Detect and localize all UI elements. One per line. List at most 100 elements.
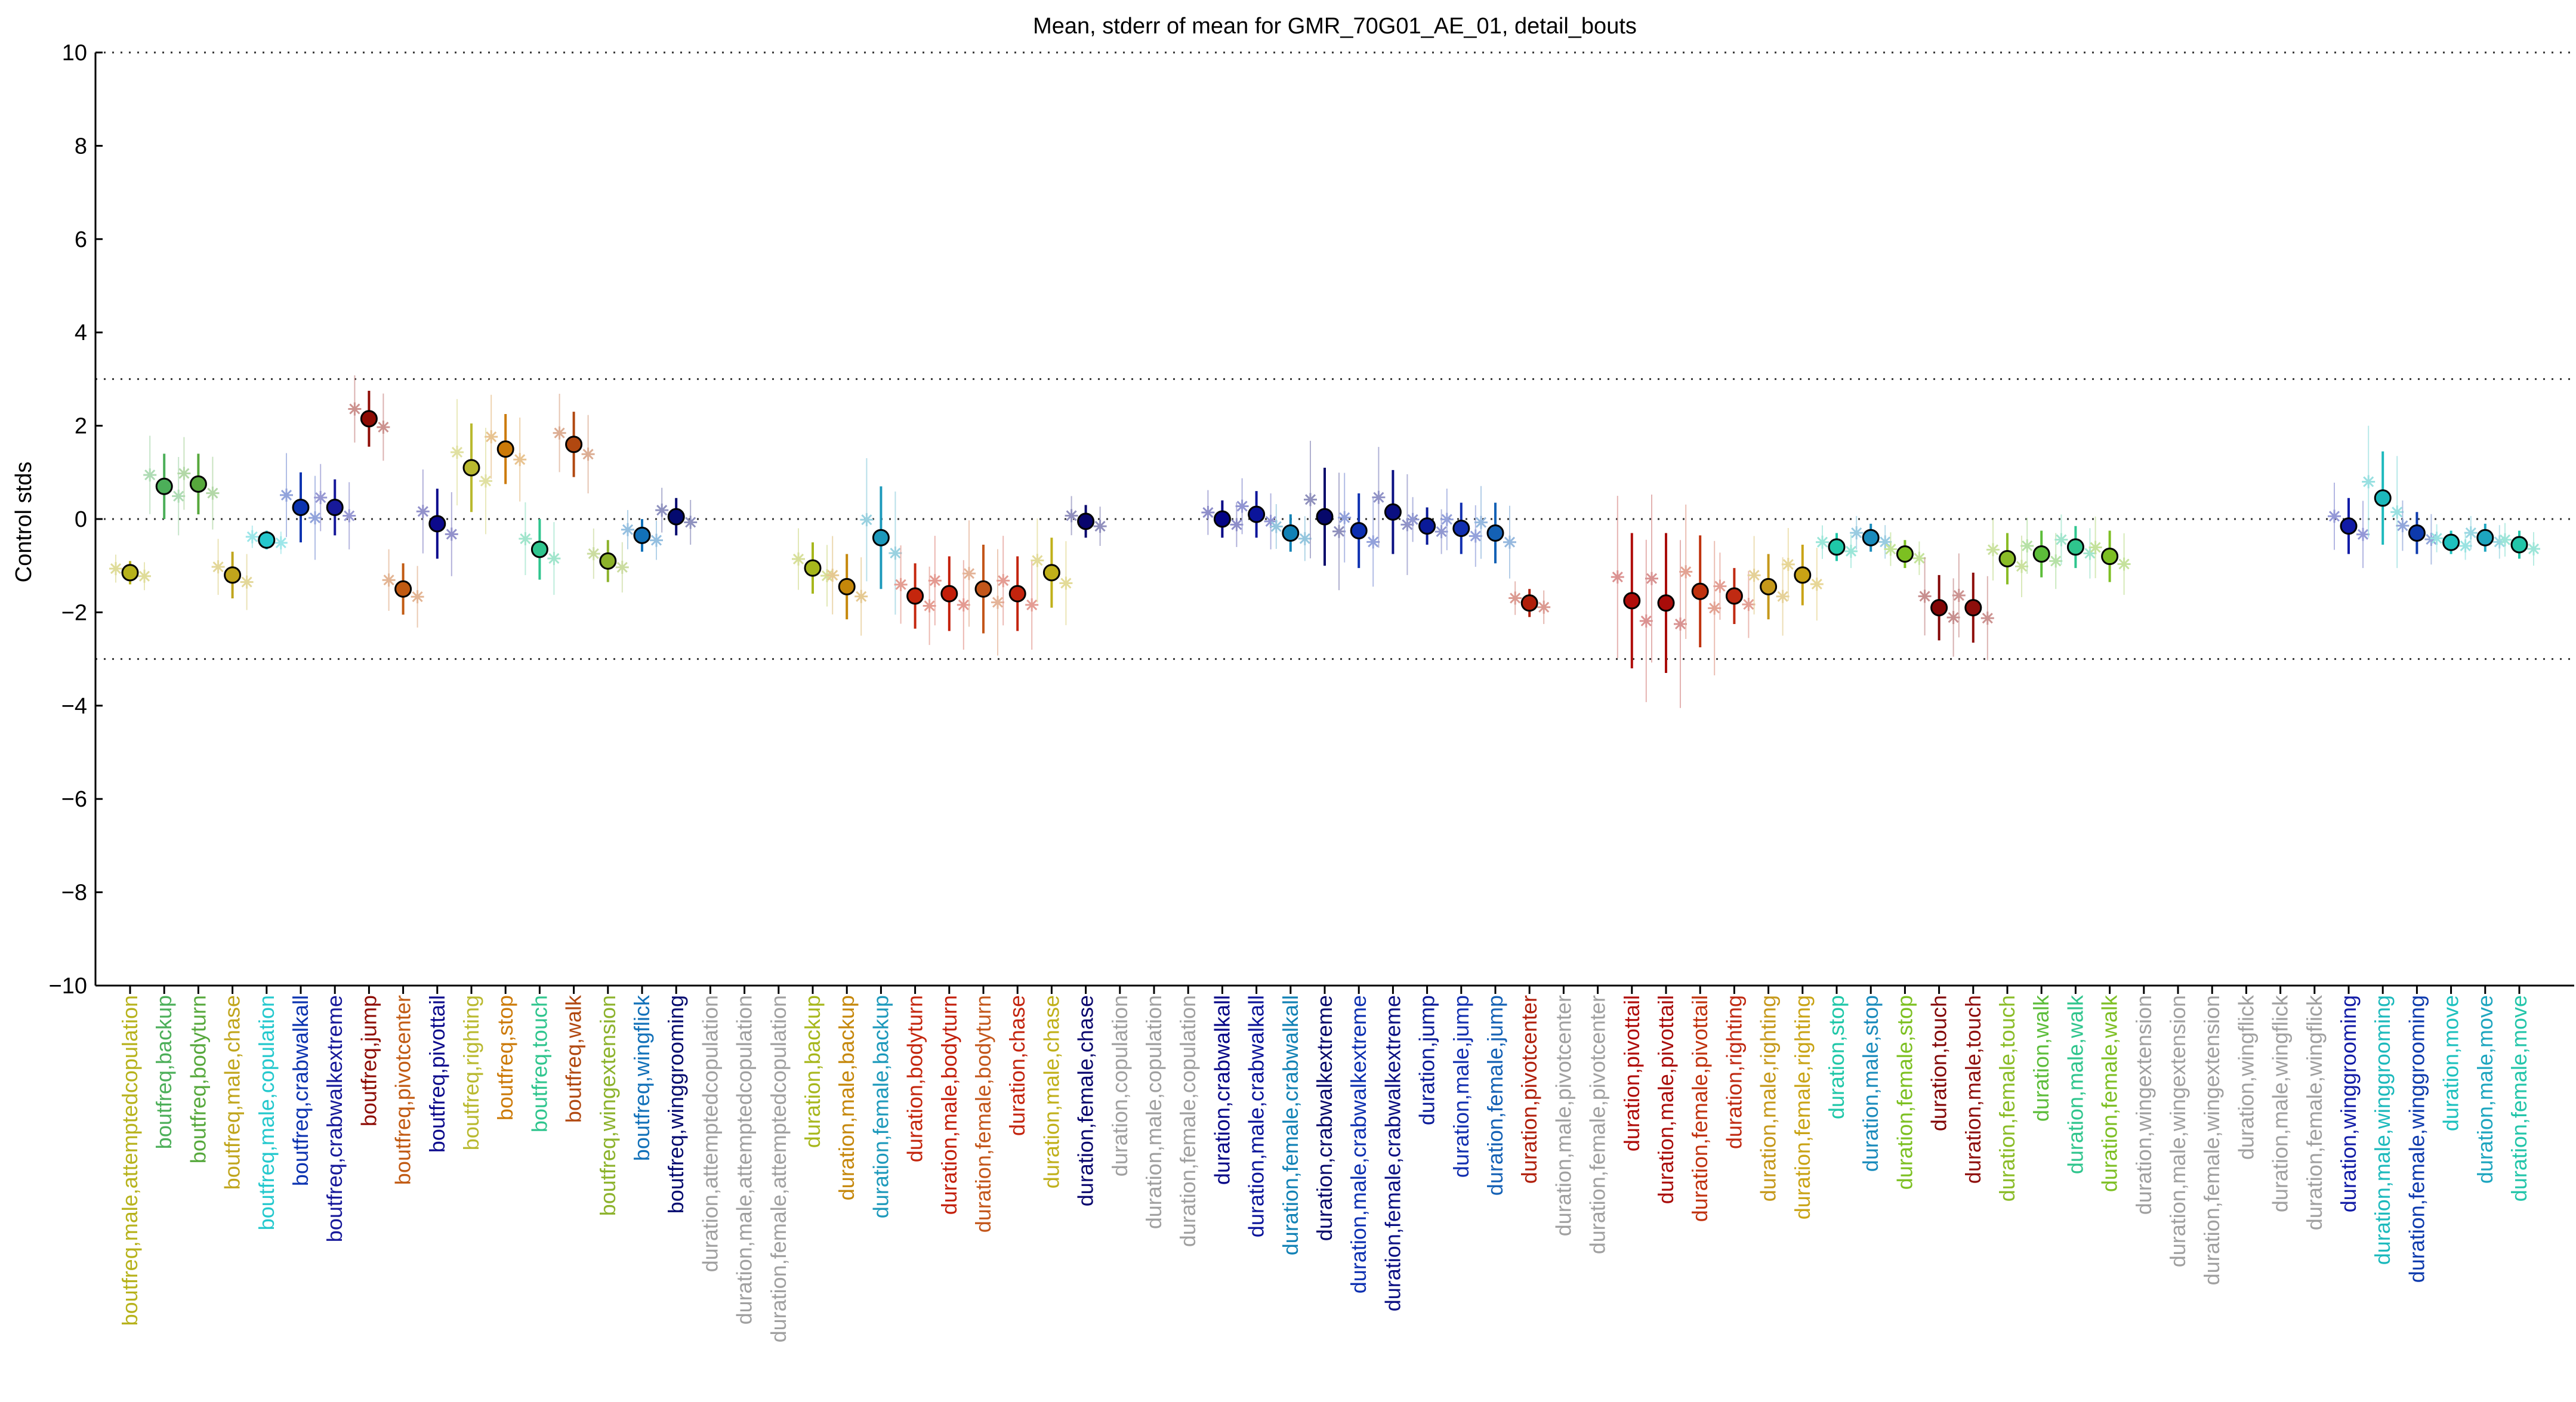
sex-marker xyxy=(2527,542,2540,556)
sex-marker xyxy=(2424,533,2438,546)
data-point xyxy=(1930,599,1948,617)
x-tick-label: boutfreq,walk xyxy=(562,995,586,1123)
x-tick-label: duration,crabwalkextreme xyxy=(1312,995,1337,1241)
sex-marker xyxy=(547,552,561,566)
x-tick-label: duration,copulation xyxy=(1107,995,1132,1176)
y-tick-label: 10 xyxy=(62,41,87,66)
sex-marker xyxy=(109,562,122,576)
sex-marker xyxy=(1537,600,1551,614)
x-tick-label: duration,female,copulation xyxy=(1176,995,1200,1247)
sex-marker xyxy=(513,453,527,467)
x-tick-label: duration,female,righting xyxy=(1790,995,1815,1219)
sex-marker xyxy=(2362,475,2376,489)
sex-marker xyxy=(348,402,362,416)
data-point xyxy=(1248,505,1266,523)
x-tick-label: duration,male,copulation xyxy=(1142,995,1166,1229)
x-tick-label: boutfreq,wingflick xyxy=(630,995,654,1161)
data-point xyxy=(2340,517,2358,535)
x-tick-labels: boutfreq,male,attemptedcopulation boutfre… xyxy=(118,995,2531,1342)
x-tick-label: duration,pivottail xyxy=(1619,995,1644,1151)
y-axis-label: Control stds xyxy=(11,462,36,583)
x-tick-label: duration,bodyturn xyxy=(903,995,927,1162)
x-tick-label: duration,male,walk xyxy=(2063,995,2087,1174)
sex-marker xyxy=(1474,515,1488,529)
sex-marker xyxy=(1031,554,1044,567)
data-point xyxy=(360,410,378,428)
x-tick-label: duration,female,stop xyxy=(1892,995,1917,1190)
sex-marker xyxy=(1434,525,1448,539)
sex-marker xyxy=(1742,598,1756,612)
sex-marker xyxy=(587,547,600,561)
x-tick-label: duration,attemptedcopulation xyxy=(698,995,722,1272)
sex-marker xyxy=(1025,598,1039,612)
data-point xyxy=(2032,545,2050,563)
x-tick-label: boutfreq,male,copulation xyxy=(254,995,279,1230)
data-point xyxy=(530,541,548,558)
data-point xyxy=(1964,599,1982,617)
sex-marker xyxy=(1338,511,1352,524)
sex-marker xyxy=(1918,589,1932,603)
sex-marker xyxy=(2054,533,2068,546)
sex-marker xyxy=(1230,518,1244,532)
sex-marker xyxy=(1298,532,1312,545)
sex-marker xyxy=(308,511,322,525)
x-tick-label: duration,female,pivottail xyxy=(1687,995,1712,1222)
sex-marker xyxy=(274,536,288,549)
sex-marker xyxy=(1440,512,1454,526)
data-point xyxy=(1760,578,1778,595)
sex-marker xyxy=(1406,512,1420,526)
sex-marker xyxy=(792,552,805,566)
x-tick-label: duration,male,wingextension xyxy=(2165,995,2190,1267)
sex-marker xyxy=(1850,526,1864,540)
data-point xyxy=(428,515,446,533)
sex-marker xyxy=(2396,519,2410,533)
data-point xyxy=(1452,520,1470,538)
sex-marker xyxy=(1844,544,1858,558)
sex-marker xyxy=(143,468,157,482)
sex-marker xyxy=(1980,612,1994,625)
sex-marker xyxy=(1372,490,1386,504)
x-tick-label: duration,female,chase xyxy=(1073,995,1098,1206)
axes xyxy=(94,53,2574,987)
data-point xyxy=(1077,512,1095,530)
sex-marker xyxy=(172,489,186,503)
sex-marker xyxy=(1639,614,1653,628)
x-tick-label: duration,male,pivottail xyxy=(1653,995,1678,1204)
data-point xyxy=(496,440,514,458)
sex-marker xyxy=(650,533,663,547)
x-tick-label: boutfreq,male,attemptedcopulation xyxy=(118,995,142,1326)
sex-marker xyxy=(211,560,225,574)
sex-marker xyxy=(2328,509,2341,523)
sex-marker xyxy=(1503,535,1516,549)
data-point xyxy=(1725,587,1743,605)
sex-marker xyxy=(997,574,1010,588)
sex-marker xyxy=(2390,505,2404,519)
x-tick-label: duration,male,righting xyxy=(1756,995,1781,1202)
x-tick-label: duration,male,move xyxy=(2473,995,2497,1184)
x-tick-label: duration,male,pivotcenter xyxy=(1551,995,1575,1236)
data-point xyxy=(1282,524,1300,542)
data-point xyxy=(667,508,685,526)
sex-marker xyxy=(206,486,220,500)
sex-marker xyxy=(1884,542,1898,556)
data-point xyxy=(974,580,992,598)
data-point xyxy=(1486,524,1504,542)
x-tick-label: duration,female,jump xyxy=(1483,995,1507,1196)
data-point xyxy=(2066,538,2084,556)
data-point xyxy=(1418,517,1436,535)
y-tick-label: 6 xyxy=(75,227,87,252)
y-axis-ticks: −10 −8 −6 −4 −2 0 2 4 6 8 10 xyxy=(49,41,103,999)
y-tick-label: 8 xyxy=(75,134,87,159)
x-tick-label: duration,touch xyxy=(1927,995,1951,1131)
data-point xyxy=(1350,522,1368,540)
sex-marker xyxy=(138,569,151,583)
x-tick-label: duration,male,winggrooming xyxy=(2370,995,2395,1265)
x-tick-label: boutfreq,pivottail xyxy=(425,995,449,1153)
x-tick-label: boutfreq,crabwalkextreme xyxy=(322,995,347,1242)
sex-marker xyxy=(889,546,902,560)
sex-marker xyxy=(1674,617,1687,631)
sex-marker xyxy=(684,515,698,529)
data-point xyxy=(2101,548,2119,566)
sex-marker xyxy=(553,426,566,440)
